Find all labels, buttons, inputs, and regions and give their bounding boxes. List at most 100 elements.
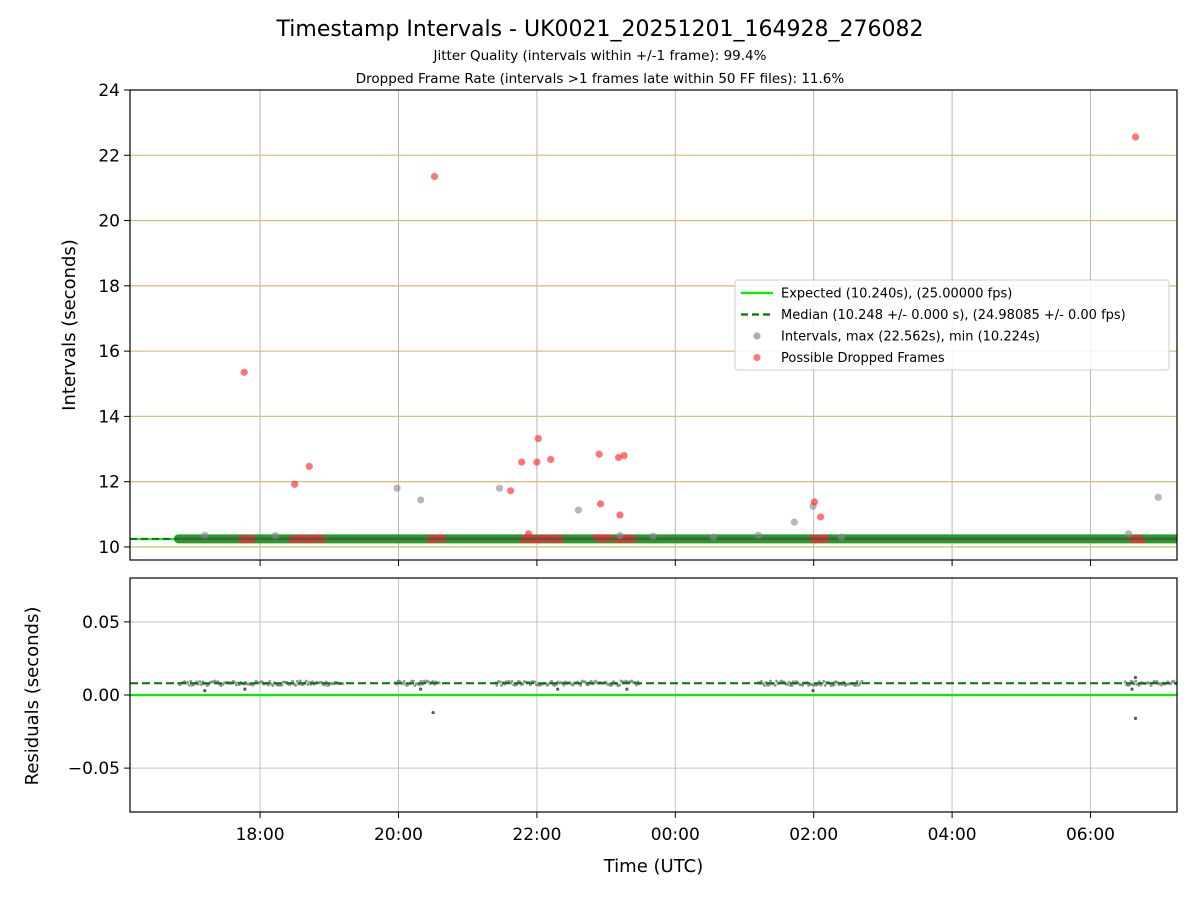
interval-point	[754, 531, 762, 539]
residual-point	[790, 684, 794, 688]
residual-point	[589, 679, 593, 683]
residual-point	[234, 683, 238, 687]
residual-point	[510, 679, 514, 683]
dropped-frame-point	[614, 453, 623, 462]
x-tick-label: 22:00	[512, 825, 561, 845]
top-y-tick-label: 24	[98, 81, 120, 101]
dropped-frame-point	[817, 513, 825, 521]
residual-point	[306, 682, 310, 686]
residual-point	[498, 680, 502, 684]
residual-point	[1123, 680, 1127, 684]
dropped-frame-point	[240, 368, 248, 376]
top-plot-frame	[129, 89, 1178, 561]
chart-subtitle-dropped: Dropped Frame Rate (intervals >1 frames …	[356, 71, 845, 87]
residual-point	[854, 683, 858, 687]
dropped-frame-point	[291, 480, 299, 488]
residual-point	[579, 683, 583, 687]
legend-label: Possible Dropped Frames	[781, 351, 945, 366]
residual-point	[571, 683, 575, 687]
residual-point	[280, 683, 284, 687]
residual-point	[411, 679, 415, 683]
interval-point	[616, 531, 624, 540]
residual-point	[787, 680, 791, 684]
residual-point	[822, 679, 826, 683]
residual-point	[1134, 679, 1138, 683]
bottom-y-tick-label: 0.00	[82, 686, 120, 706]
residual-point	[298, 679, 302, 683]
legend-box	[734, 279, 1170, 371]
chart-legend: Expected (10.240s), (25.00000 fps) Median…	[734, 279, 1170, 371]
residual-point	[495, 683, 499, 687]
top-y-tick-label: 18	[98, 277, 120, 297]
residual-point	[198, 680, 202, 684]
residual-point	[800, 683, 804, 687]
interval-point	[790, 518, 798, 526]
residual-point	[521, 682, 525, 686]
residual-outlier-point	[419, 687, 423, 691]
residuals-plot-area	[130, 578, 1177, 812]
interval-point	[1154, 493, 1162, 501]
residual-point	[773, 683, 777, 687]
residual-point	[1149, 683, 1153, 687]
intervals-plot: 10 12 14 16 18 20 22 24	[98, 81, 1178, 566]
residual-point	[618, 683, 622, 687]
residual-point	[431, 679, 435, 683]
residual-point	[233, 680, 237, 684]
residual-point	[268, 679, 272, 683]
x-tick-label: 18:00	[236, 825, 285, 845]
residual-point	[762, 683, 766, 687]
dropped-frame-point	[595, 450, 603, 458]
dropped-frame-point	[534, 434, 542, 443]
residual-outlier-point	[431, 710, 435, 715]
interval-point	[271, 531, 279, 540]
residual-point	[785, 683, 789, 687]
residuals-plot: 0.05 0.00 −0.05 18:00 20:00 22:00 00:00 02:00 04…	[68, 577, 1178, 845]
top-y-tick-label: 20	[98, 212, 120, 232]
legend-label: Expected (10.240s), (25.00000 fps)	[781, 287, 1012, 302]
interval-point	[837, 533, 845, 541]
residual-outlier-point	[243, 687, 247, 691]
residual-point	[291, 679, 295, 683]
dropped-frame-point	[1131, 133, 1140, 141]
interval-point	[1124, 530, 1133, 538]
residual-point	[855, 679, 859, 683]
dropped-frame-point	[620, 451, 628, 460]
x-tick-label: 20:00	[374, 825, 423, 845]
dropped-frame-point	[533, 458, 541, 466]
top-y-tick-label: 10	[98, 538, 120, 558]
chart-subtitle-jitter: Jitter Quality (intervals within +/-1 fr…	[433, 48, 767, 64]
residual-point	[769, 679, 773, 683]
chart-title: Timestamp Intervals - UK0021_20251201_16…	[276, 17, 924, 42]
residual-point	[402, 679, 406, 683]
residual-point	[304, 679, 308, 683]
x-tick-label: 04:00	[928, 825, 977, 845]
residual-outlier-point	[203, 689, 207, 693]
x-tick-label: 06:00	[1066, 825, 1115, 845]
dropped-frame-point	[507, 487, 515, 495]
residual-point	[583, 680, 587, 684]
dropped-frame-point	[524, 530, 533, 538]
residual-outlier-point	[1130, 687, 1134, 691]
residual-point	[189, 679, 193, 683]
residual-point	[823, 683, 827, 687]
x-tick-label: 00:00	[651, 825, 700, 845]
residual-point	[857, 683, 861, 687]
legend-label: Intervals, max (22.562s), min (10.224s)	[781, 330, 1040, 345]
legend-swatch-dot	[753, 332, 761, 340]
dropped-frame-point	[616, 511, 624, 519]
residual-point	[775, 679, 779, 683]
legend-swatch-dot	[753, 353, 761, 362]
legend-label: Median (10.248 +/- 0.000 s), (24.98085 +…	[781, 308, 1126, 323]
residual-point	[759, 679, 763, 683]
top-y-tick-label: 22	[98, 146, 120, 166]
interval-point	[393, 484, 401, 492]
dropped-frame-point	[518, 458, 526, 466]
top-y-axis-label: Intervals (seconds)	[59, 239, 80, 411]
residual-point	[271, 684, 275, 688]
residual-point	[550, 679, 554, 683]
interval-point	[709, 533, 717, 541]
interval-point	[201, 531, 209, 539]
residual-outlier-point	[625, 687, 629, 691]
top-y-tick-label: 12	[98, 473, 120, 493]
